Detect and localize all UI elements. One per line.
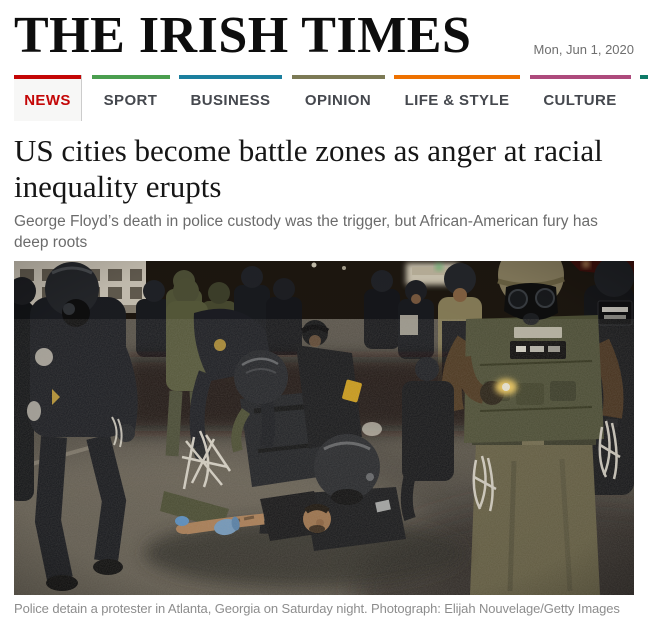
nav-tab-sport-accent-bar (91, 75, 170, 79)
nav-tab-partial-accent-bar (640, 75, 648, 79)
article: US cities become battle zones as anger a… (0, 133, 648, 616)
nav-tab-news[interactable]: NEWS (14, 75, 82, 121)
nav-tab-life-and-style[interactable]: LIFE & STYLE (394, 75, 520, 121)
nav-tab-partial-next[interactable] (640, 75, 648, 121)
nav-tab-opinion[interactable]: OPINION (291, 75, 385, 121)
nav-tab-opinion-accent-bar (291, 75, 385, 79)
nav-tab-opinion-label: OPINION (304, 91, 372, 109)
nav-tab-culture-label: CULTURE (543, 91, 617, 109)
article-headline: US cities become battle zones as anger a… (14, 133, 603, 204)
nav-tab-culture[interactable]: CULTURE (529, 75, 631, 121)
nav-tab-business[interactable]: BUSINESS (179, 75, 282, 121)
masthead-logo[interactable]: THE IRISH TIMES (14, 7, 472, 64)
nav-tab-business-label: BUSINESS (190, 91, 271, 109)
nav-tab-sport[interactable]: SPORT (91, 75, 170, 121)
masthead-date: Mon, Jun 1, 2020 (533, 42, 634, 57)
nav-tab-culture-accent-bar (529, 75, 631, 79)
nav-tab-sport-label: SPORT (103, 91, 158, 109)
nav-tab-news-accent-bar (14, 75, 81, 79)
nav-tab-business-accent-bar (179, 75, 282, 79)
nav-tab-news-label: NEWS (24, 91, 71, 109)
article-figure: Police detain a protester in Atlanta, Ge… (14, 260, 634, 616)
photo-caption: Police detain a protester in Atlanta, Ge… (14, 600, 620, 616)
nav-tab-life-and-style-accent-bar (394, 75, 520, 79)
nav-tab-life-and-style-label: LIFE & STYLE (404, 91, 510, 109)
article-standfirst: George Floyd’s death in police custody w… (14, 212, 598, 251)
article-photo (14, 260, 634, 595)
photo-texture-overlays (14, 260, 634, 595)
section-nav: NEWS SPORT BUSINESS OPINION LIFE & STYLE… (14, 75, 648, 121)
masthead: THE IRISH TIMES Mon, Jun 1, 2020 (0, 0, 648, 62)
